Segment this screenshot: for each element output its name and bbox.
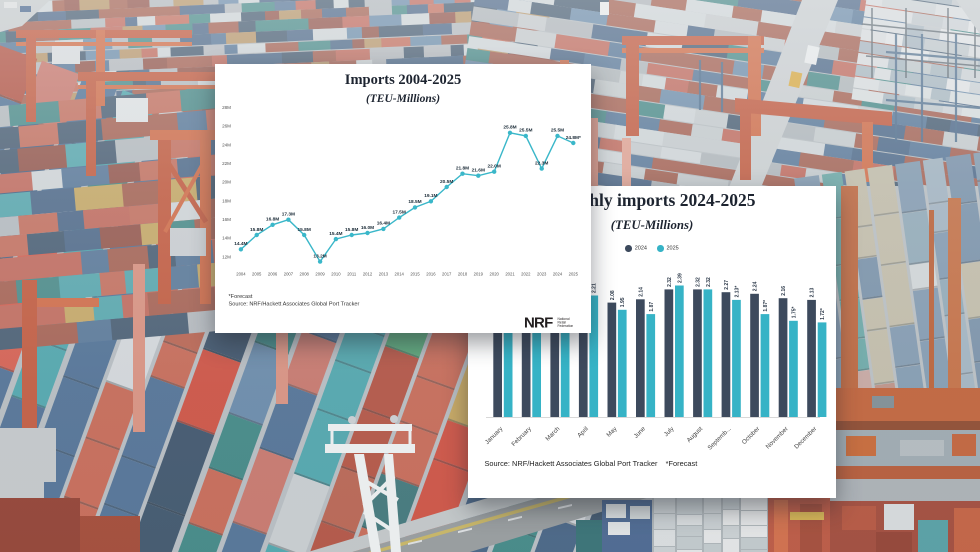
svg-text:2.16: 2.16 <box>781 286 787 296</box>
svg-text:2023: 2023 <box>537 272 547 277</box>
svg-text:26M: 26M <box>222 124 231 129</box>
svg-text:2.24: 2.24 <box>753 281 759 291</box>
svg-text:2007: 2007 <box>284 272 294 277</box>
svg-text:16M: 16M <box>222 217 231 222</box>
svg-text:Federation: Federation <box>558 324 574 328</box>
svg-text:21.6M: 21.6M <box>472 168 485 174</box>
svg-text:22.0M: 22.0M <box>488 164 501 170</box>
svg-text:1.72*: 1.72* <box>820 308 826 320</box>
svg-text:2.32: 2.32 <box>706 277 712 287</box>
svg-text:June: June <box>633 425 648 440</box>
svg-text:2025: 2025 <box>569 272 579 277</box>
svg-text:16.8M: 16.8M <box>266 217 279 223</box>
svg-text:2.13: 2.13 <box>810 287 816 297</box>
svg-text:1.87: 1.87 <box>649 302 655 312</box>
svg-text:2006: 2006 <box>268 272 278 277</box>
svg-text:2014: 2014 <box>395 272 405 277</box>
svg-text:April: April <box>576 425 590 439</box>
svg-text:May: May <box>605 425 619 439</box>
svg-text:18M: 18M <box>222 198 231 203</box>
svg-text:2008: 2008 <box>300 272 310 277</box>
svg-text:22.3M: 22.3M <box>535 160 548 166</box>
svg-text:28M: 28M <box>222 105 231 110</box>
svg-text:2004: 2004 <box>236 272 246 277</box>
svg-text:July: July <box>663 425 676 438</box>
svg-text:Retail: Retail <box>558 321 567 325</box>
svg-text:16.0M: 16.0M <box>361 225 374 231</box>
svg-text:2024: 2024 <box>553 272 563 277</box>
svg-text:24.8M*: 24.8M* <box>566 135 581 141</box>
svg-text:February: February <box>510 425 533 448</box>
svg-text:January: January <box>484 425 505 446</box>
svg-text:November: November <box>765 425 790 450</box>
svg-text:1.87*: 1.87* <box>763 300 769 312</box>
svg-text:August: August <box>686 425 705 444</box>
svg-text:25.5M: 25.5M <box>519 128 532 134</box>
svg-text:2005: 2005 <box>252 272 262 277</box>
svg-text:2.08: 2.08 <box>610 290 616 300</box>
svg-text:2020: 2020 <box>490 272 500 277</box>
svg-text:2010: 2010 <box>331 272 341 277</box>
svg-text:15.8M: 15.8M <box>250 227 263 233</box>
svg-text:2.21: 2.21 <box>592 283 598 293</box>
svg-text:1.75*: 1.75* <box>791 306 797 318</box>
svg-text:18.5M: 18.5M <box>408 199 421 205</box>
svg-text:2013: 2013 <box>379 272 389 277</box>
svg-text:15.4M: 15.4M <box>329 231 342 237</box>
svg-text:2011: 2011 <box>347 272 357 277</box>
svg-text:22M: 22M <box>222 161 231 166</box>
svg-text:December: December <box>793 425 818 450</box>
svg-text:2018: 2018 <box>458 272 468 277</box>
svg-text:2016: 2016 <box>426 272 436 277</box>
svg-text:17.5M: 17.5M <box>393 209 406 215</box>
svg-text:1.95: 1.95 <box>620 297 626 307</box>
svg-text:13.2M: 13.2M <box>313 253 326 259</box>
svg-text:19.1M: 19.1M <box>424 193 437 199</box>
svg-text:15.8M: 15.8M <box>298 227 311 233</box>
svg-text:2.32: 2.32 <box>695 277 701 287</box>
svg-text:Source: NRF/Hackett Associates: Source: NRF/Hackett Associates Global Po… <box>485 459 698 468</box>
svg-text:2022: 2022 <box>521 272 531 277</box>
svg-text:October: October <box>741 425 762 446</box>
svg-text:Source: NRF/Hackett Associates: Source: NRF/Hackett Associates Global Po… <box>229 302 360 308</box>
svg-text:National: National <box>558 317 570 321</box>
svg-text:*Forecast: *Forecast <box>229 294 253 300</box>
svg-text:25.8M: 25.8M <box>503 125 516 131</box>
svg-text:2015: 2015 <box>410 272 420 277</box>
svg-text:2.13*: 2.13* <box>734 286 740 298</box>
svg-text:17.3M: 17.3M <box>282 212 295 218</box>
svg-text:16.4M: 16.4M <box>377 221 390 227</box>
svg-text:20M: 20M <box>222 180 231 185</box>
svg-text:14M: 14M <box>222 236 231 241</box>
svg-text:12M: 12M <box>222 254 231 259</box>
svg-text:21.8M: 21.8M <box>456 166 469 172</box>
svg-text:25.5M: 25.5M <box>551 128 564 134</box>
svg-text:2021: 2021 <box>505 272 515 277</box>
svg-text:2.32: 2.32 <box>667 277 673 287</box>
svg-text:2.14: 2.14 <box>638 287 644 297</box>
svg-text:Septemb...: Septemb... <box>706 425 732 451</box>
svg-text:2.39: 2.39 <box>677 273 683 283</box>
svg-text:2.27: 2.27 <box>724 280 730 290</box>
svg-text:14.4M: 14.4M <box>234 241 247 247</box>
svg-text:March: March <box>544 425 562 443</box>
svg-text:2009: 2009 <box>315 272 325 277</box>
svg-text:24M: 24M <box>222 142 231 147</box>
svg-text:2017: 2017 <box>442 272 452 277</box>
svg-text:2012: 2012 <box>363 272 373 277</box>
svg-text:2019: 2019 <box>474 272 484 277</box>
svg-text:20.5M: 20.5M <box>440 179 453 185</box>
svg-text:15.8M: 15.8M <box>345 227 358 233</box>
svg-text:NRF: NRF <box>524 315 553 332</box>
